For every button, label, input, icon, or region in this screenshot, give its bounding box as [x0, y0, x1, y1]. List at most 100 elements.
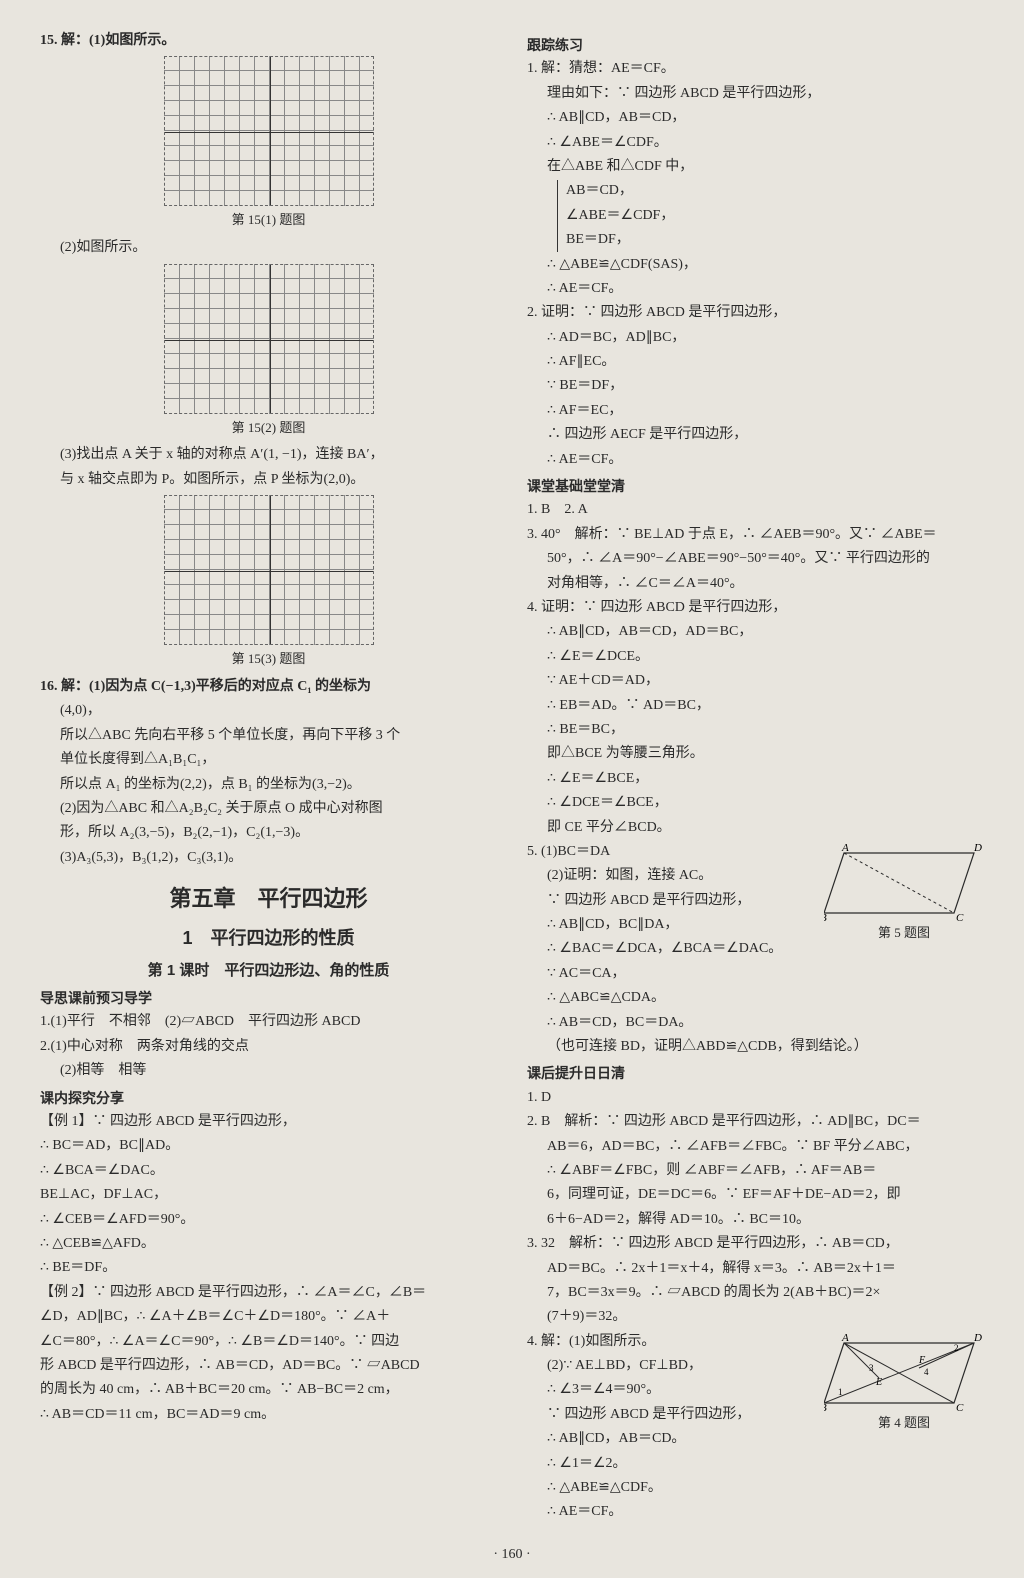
- svg-text:1: 1: [838, 1387, 843, 1397]
- heading-basic: 课堂基础堂堂清: [527, 475, 984, 497]
- b4-2: ∴ ∠E＝∠DCE。: [527, 646, 984, 668]
- svg-text:2: 2: [954, 1343, 959, 1353]
- b4-4: ∴ EB＝AD。∵ AD＝BC，: [527, 695, 984, 717]
- b3c: 对角相等，∴ ∠C＝∠A＝40°。: [527, 573, 984, 595]
- chapter-title: 第五章 平行四边形: [40, 881, 497, 916]
- svg-text:B: B: [824, 1402, 827, 1413]
- figure-15-1-caption: 第 15(1) 题图: [40, 210, 497, 231]
- figure-q4: A D C B E F 1 3 4 2 第 4 题图: [824, 1333, 984, 1423]
- svg-text:C: C: [956, 1402, 964, 1413]
- t2-2: ∴ AF∥EC。: [527, 351, 984, 373]
- a2d: 6，同理可证，DE＝DC＝6。∵ EF＝AF＋DE−AD＝2，即: [527, 1184, 984, 1206]
- t2-4: ∴ AF＝EC，: [527, 400, 984, 422]
- ex1-6: ∴ BE＝DF。: [40, 1257, 497, 1279]
- heading-track: 跟踪练习: [527, 34, 984, 56]
- right-column: 跟踪练习 1. 解：猜想：AE＝CF。 理由如下：∵ 四边形 ABCD 是平行四…: [527, 30, 984, 1526]
- figure-15-1: [164, 56, 374, 206]
- t2-1: ∴ AD＝BC，AD∥BC，: [527, 327, 984, 349]
- svg-text:3: 3: [869, 1363, 874, 1373]
- pre-2b: (2)相等 相等: [40, 1060, 497, 1082]
- b4-8: ∴ ∠DCE＝∠BCE，: [527, 792, 984, 814]
- t1-4: 在△ABE 和△CDF 中，: [527, 156, 984, 178]
- svg-text:A: A: [841, 843, 849, 854]
- a3b: AD＝BC。∴ 2x＋1＝x＋4，解得 x＝3。∴ AB＝2x＋1＝: [527, 1258, 984, 1280]
- t2-0: 2. 证明：∵ 四边形 ABCD 是平行四边形，: [527, 302, 984, 324]
- ex2-2: ∠C＝80°，∴ ∠A＝∠C＝90°，∴ ∠B＝∠D＝140°。∵ 四边: [40, 1331, 497, 1353]
- a3a: 3. 32 解析：∵ 四边形 ABCD 是平行四边形，∴ AB＝CD，: [527, 1233, 984, 1255]
- ex1-5: ∴ △CEB≌△AFD。: [40, 1233, 497, 1255]
- figure-q5-caption: 第 5 题图: [824, 923, 984, 944]
- b5-5: ∵ AC＝CA，: [527, 963, 984, 985]
- q15-label: 15. 解：(1)如图所示。: [40, 30, 497, 52]
- t2-6: ∴ AE＝CF。: [527, 449, 984, 471]
- figure-15-2-caption: 第 15(2) 题图: [40, 418, 497, 439]
- ex1-2: ∴ ∠BCA＝∠DAC。: [40, 1160, 497, 1182]
- heading-inclass: 课内探究分享: [40, 1087, 497, 1109]
- a4-7: ∴ AE＝CF。: [527, 1501, 984, 1523]
- heading-after: 课后提升日日清: [527, 1062, 984, 1084]
- q16-g: (3)A₃(5,3)，B₃(1,2)，C₃(3,1)。: [40, 847, 497, 869]
- a4-5: ∴ ∠1＝∠2。: [527, 1453, 984, 1475]
- svg-text:C: C: [956, 912, 964, 923]
- b5-6: ∴ △ABC≌△CDA。: [527, 987, 984, 1009]
- q15-3a: (3)找出点 A 关于 x 轴的对称点 A′(1, −1)，连接 BA′，: [40, 444, 497, 466]
- b3a: 3. 40° 解析：∵ BE⊥AD 于点 E，∴ ∠AEB＝90°。又∵ ∠AB…: [527, 524, 984, 546]
- section-title: 1 平行四边形的性质: [40, 924, 497, 953]
- t1-7: ∴ AE＝CF。: [527, 278, 984, 300]
- figure-15-2: [164, 264, 374, 414]
- q16-a: (4,0)，: [40, 700, 497, 722]
- t1-6: ∴ △ABE≌△CDF(SAS)，: [527, 254, 984, 276]
- svg-text:E: E: [875, 1377, 882, 1388]
- b4-1: ∴ AB∥CD，AB＝CD，AD＝BC，: [527, 621, 984, 643]
- pre-2a: 2.(1)中心对称 两条对角线的交点: [40, 1036, 497, 1058]
- q15-2: (2)如图所示。: [40, 237, 497, 259]
- b3b: 50°，∴ ∠A＝90°−∠ABE＝90°−50°＝40°。又∵ 平行四边形的: [527, 548, 984, 570]
- t1-5c: BE＝DF，: [566, 229, 984, 251]
- b4-3: ∵ AE＋CD＝AD，: [527, 670, 984, 692]
- ex1-4: ∴ ∠CEB＝∠AFD＝90°。: [40, 1209, 497, 1231]
- pre-1: 1.(1)平行 不相邻 (2)▱ABCD 平行四边形 ABCD: [40, 1011, 497, 1033]
- brace-group: AB＝CD， ∠ABE＝∠CDF， BE＝DF，: [557, 180, 984, 251]
- ex2-5: ∴ AB＝CD＝11 cm，BC＝AD＝9 cm。: [40, 1404, 497, 1426]
- q16-b: 所以△ABC 先向右平移 5 个单位长度，再向下平移 3 个: [40, 725, 497, 747]
- a2c: ∴ ∠ABF＝∠FBC，则 ∠ABF＝∠AFB，∴ AF＝AB＝: [527, 1160, 984, 1182]
- t1-5a: AB＝CD，: [566, 180, 984, 202]
- heading-preview: 导思课前预习导学: [40, 987, 497, 1009]
- b5-7: ∴ AB＝CD，BC＝DA。: [527, 1012, 984, 1034]
- subsection-title: 第 1 课时 平行四边形边、角的性质: [40, 959, 497, 983]
- q16-f: 形，所以 A₂(3,−5)，B₂(2,−1)，C₂(1,−3)。: [40, 822, 497, 844]
- t2-5: ∴ 四边形 AECF 是平行四边形，: [527, 424, 984, 446]
- a2b: AB＝6，AD＝BC，∴ ∠AFB＝∠FBC。∵ BF 平分∠ABC，: [527, 1136, 984, 1158]
- t1-3: ∴ ∠ABE＝∠CDF。: [527, 132, 984, 154]
- b4-5: ∴ BE＝BC，: [527, 719, 984, 741]
- svg-text:B: B: [824, 912, 827, 923]
- svg-text:A: A: [841, 1333, 849, 1344]
- ex1-1: ∴ BC＝AD，BC∥AD。: [40, 1135, 497, 1157]
- a3c: 7，BC＝3x＝9。∴ ▱ABCD 的周长为 2(AB＋BC)＝2×: [527, 1282, 984, 1304]
- page-number: · 160 ·: [0, 1544, 1024, 1566]
- ex2-4: 的周长为 40 cm，∴ AB＋BC＝20 cm。∵ AB−BC＝2 cm，: [40, 1379, 497, 1401]
- b4-0: 4. 证明：∵ 四边形 ABCD 是平行四边形，: [527, 597, 984, 619]
- b5-8: （也可连接 BD，证明△ABD≌△CDB，得到结论。）: [527, 1036, 984, 1058]
- t1-5b: ∠ABE＝∠CDF，: [566, 205, 984, 227]
- a1: 1. D: [527, 1087, 984, 1109]
- b1: 1. B 2. A: [527, 499, 984, 521]
- b4-9: 即 CE 平分∠BCD。: [527, 817, 984, 839]
- a3d: (7＋9)＝32。: [527, 1306, 984, 1328]
- figure-15-3: [164, 495, 374, 645]
- t1-2: ∴ AB∥CD，AB＝CD，: [527, 107, 984, 129]
- figure-q5: A D C B 第 5 题图: [824, 843, 984, 933]
- ex1-3: BE⊥AC，DF⊥AC，: [40, 1184, 497, 1206]
- svg-text:4: 4: [924, 1367, 929, 1377]
- q16-d: 所以点 A₁ 的坐标为(2,2)，点 B₁ 的坐标为(3,−2)。: [40, 774, 497, 796]
- q16-label: 16. 解：(1)因为点 C(−1,3)平移后的对应点 C₁ 的坐标为: [40, 676, 497, 698]
- svg-text:F: F: [918, 1355, 926, 1366]
- page-two-column: 15. 解：(1)如图所示。 第 15(1) 题图 (2)如图所示。 第 15(…: [40, 30, 984, 1526]
- q16-c: 单位长度得到△A₁B₁C₁，: [40, 749, 497, 771]
- a2a: 2. B 解析：∵ 四边形 ABCD 是平行四边形，∴ AD∥BC，DC＝: [527, 1111, 984, 1133]
- a2e: 6＋6−AD＝2，解得 AD＝10。∴ BC＝10。: [527, 1209, 984, 1231]
- left-column: 15. 解：(1)如图所示。 第 15(1) 题图 (2)如图所示。 第 15(…: [40, 30, 497, 1526]
- b4-7: ∴ ∠E＝∠BCE，: [527, 768, 984, 790]
- svg-text:D: D: [973, 843, 982, 854]
- t2-3: ∵ BE＝DF，: [527, 375, 984, 397]
